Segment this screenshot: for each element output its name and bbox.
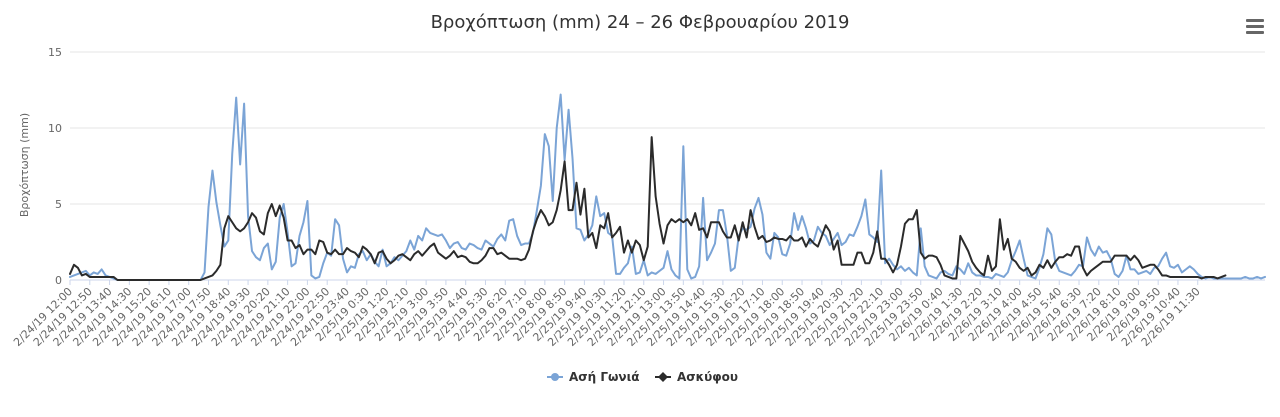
hamburger-menu-icon[interactable] xyxy=(1246,19,1264,34)
y-tick-label: 15 xyxy=(48,46,62,59)
y-axis-label: Βροχόπτωση (mm) xyxy=(18,113,31,217)
legend-circle-marker-icon xyxy=(551,373,559,381)
chart-title: Βροχόπτωση (mm) 24 – 26 Φεβρουαρίου 2019 xyxy=(431,12,850,33)
legend-item-1[interactable]: Ασκύφου xyxy=(655,370,738,384)
legend-diamond-marker-icon xyxy=(658,372,668,382)
legend-item-0[interactable]: Ασή Γωνιά xyxy=(547,370,640,384)
series-layer xyxy=(69,93,1266,281)
gridlines xyxy=(70,51,1265,281)
y-tick-label: 10 xyxy=(48,122,62,135)
y-axis-ticks: 0 5 10 15 xyxy=(48,46,62,287)
series-0 xyxy=(69,93,1266,281)
series-1 xyxy=(69,136,1227,281)
series-line-0 xyxy=(69,93,1266,281)
legend-label: Ασκύφου xyxy=(677,370,738,384)
y-tick-label: 0 xyxy=(55,274,62,287)
series-line-1 xyxy=(69,136,1227,281)
x-axis-ticks: 2/24/19 12:002/24/19 12:502/24/19 13:402… xyxy=(11,280,1203,349)
legend: Ασή Γωνιά Ασκύφου xyxy=(547,370,738,384)
y-tick-label: 5 xyxy=(55,198,62,211)
chart-menu-button[interactable] xyxy=(1242,14,1268,38)
legend-label: Ασή Γωνιά xyxy=(569,370,640,384)
